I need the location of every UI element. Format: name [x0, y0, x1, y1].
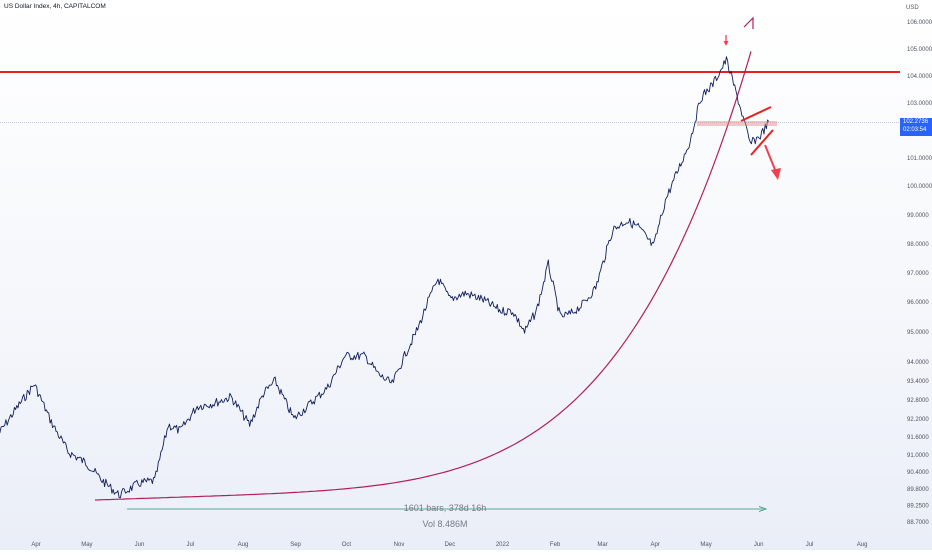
y-tick-label: 90.4000 — [907, 470, 929, 476]
x-tick-label: Jun — [754, 542, 764, 548]
y-tick-label: 93.4000 — [907, 379, 929, 385]
y-tick-label: 96.0000 — [907, 300, 929, 306]
top-down-arrow — [723, 35, 729, 46]
price-line-series — [0, 56, 770, 499]
y-tick-label: 89.8000 — [907, 487, 929, 493]
x-tick-label: May — [81, 542, 92, 548]
x-tick-label: Mar — [597, 542, 607, 548]
y-tick-label: 104.0000 — [907, 74, 932, 80]
x-tick-label: Aug — [857, 542, 868, 548]
chart-title: US Dollar Index, 4h, CAPITALCOM — [4, 3, 106, 10]
y-tick-label: 106.0000 — [907, 20, 932, 26]
x-tick-label: 2022 — [496, 542, 510, 548]
y-tick-label: 100.0000 — [907, 184, 932, 190]
x-tick-label: Jun — [135, 542, 145, 548]
x-tick-label: Jul — [806, 542, 814, 548]
y-tick-label: 103.0000 — [907, 101, 932, 107]
countdown-timer: 02:03:54 — [903, 127, 927, 133]
range-label: 1601 bars, 378d 16h — [404, 503, 487, 513]
flag-pattern — [697, 106, 777, 156]
x-tick-label: Nov — [394, 542, 405, 548]
flag-lower-line — [750, 129, 774, 156]
x-tick-label: Jul — [187, 542, 195, 548]
x-tick-label: Feb — [550, 542, 561, 548]
curve-arrow-head — [743, 16, 754, 29]
time-axis[interactable]: Apr May Jun Jul Aug Sep Oct Nov Dec 2022 Feb Mar Apr… — [31, 542, 867, 548]
current-price-value: 102.2736 — [903, 119, 929, 125]
y-tick-label: 94.0000 — [907, 360, 929, 366]
range-measure-arrow — [758, 506, 768, 512]
x-tick-label: Apr — [651, 542, 660, 548]
x-tick-label: Sep — [290, 542, 301, 548]
parabolic-support-curve — [94, 51, 752, 501]
price-axis[interactable]: 106.0000105.0000104.0000103.0000102.0000… — [907, 20, 932, 526]
current-price-tag: 102.2736 02:03:54 — [900, 118, 932, 136]
y-tick-label: 92.2000 — [907, 417, 929, 423]
y-tick-label: 99.0000 — [907, 213, 929, 219]
y-tick-label: 98.0000 — [907, 242, 929, 248]
x-tick-label: Aug — [238, 542, 249, 548]
volume-label: Vol 8.486M — [422, 519, 467, 529]
x-tick-label: Dec — [445, 542, 456, 548]
y-tick-label: 92.8000 — [907, 398, 929, 404]
y-tick-label: 89.2500 — [907, 504, 929, 510]
breakdown-arrow — [764, 144, 781, 180]
x-tick-label: Apr — [31, 542, 40, 548]
flag-upper-line — [740, 106, 772, 122]
y-tick-label: 101.0000 — [907, 156, 932, 162]
x-tick-label: May — [700, 542, 711, 548]
flag-base-zone — [697, 121, 777, 126]
y-tick-label: 91.6000 — [907, 435, 929, 441]
y-tick-label: 97.0000 — [907, 271, 929, 277]
currency-label: USD — [906, 5, 919, 11]
y-tick-label: 105.0000 — [907, 47, 932, 53]
y-tick-label: 91.0000 — [907, 453, 929, 459]
y-tick-label: 95.0000 — [907, 330, 929, 336]
x-tick-label: Oct — [342, 542, 352, 548]
y-tick-label: 88.7000 — [907, 520, 929, 526]
